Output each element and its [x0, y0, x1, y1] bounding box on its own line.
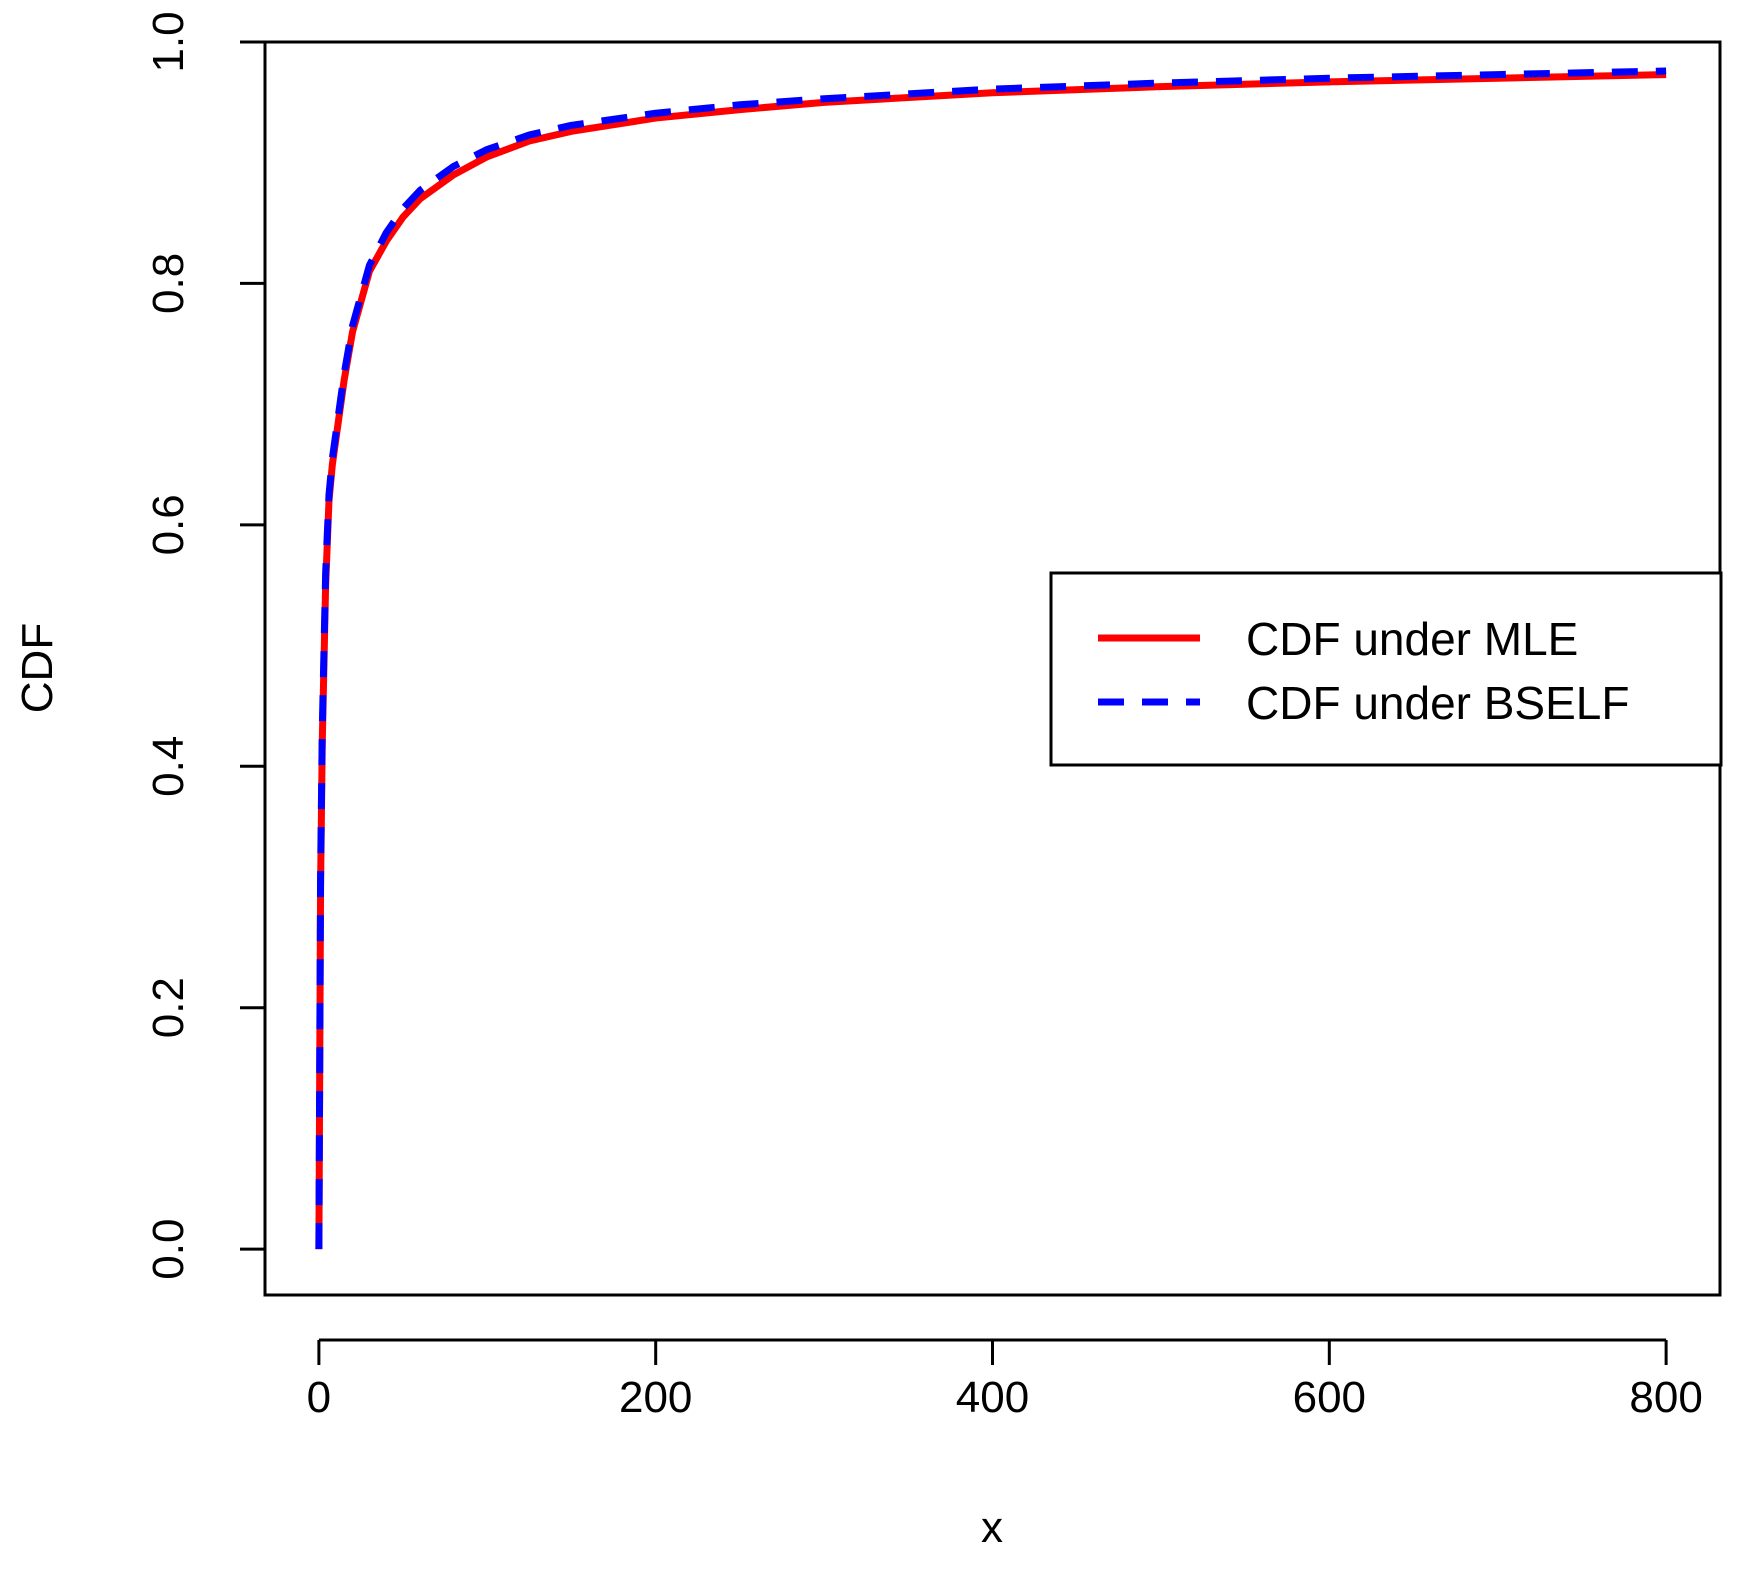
legend-box — [1051, 573, 1721, 765]
cdf-chart: 0 200 400 600 800 0.0 0.2 0.4 0.6 0.8 1.0 x CDF C… — [0, 0, 1742, 1571]
y-axis: 0.0 0.2 0.4 0.6 0.8 1.0 — [144, 11, 265, 1279]
x-tick-label: 0 — [307, 1373, 331, 1422]
y-tick-label: 0.0 — [144, 1219, 193, 1280]
x-axis: 0 200 400 600 800 — [307, 1340, 1703, 1422]
y-tick-label: 0.6 — [144, 494, 193, 555]
y-tick-label: 1.0 — [144, 11, 193, 72]
y-tick-label: 0.2 — [144, 977, 193, 1038]
legend-label-mle: CDF under MLE — [1246, 613, 1578, 665]
y-tick-label: 0.8 — [144, 253, 193, 314]
legend-label-bself: CDF under BSELF — [1246, 677, 1629, 729]
legend: CDF under MLE CDF under BSELF — [1051, 573, 1721, 765]
x-tick-label: 600 — [1293, 1373, 1366, 1422]
y-axis-title: CDF — [13, 623, 62, 713]
x-tick-label: 800 — [1629, 1373, 1702, 1422]
x-tick-label: 400 — [956, 1373, 1029, 1422]
x-axis-title: x — [981, 1503, 1003, 1552]
x-tick-label: 200 — [619, 1373, 692, 1422]
y-tick-label: 0.4 — [144, 736, 193, 797]
